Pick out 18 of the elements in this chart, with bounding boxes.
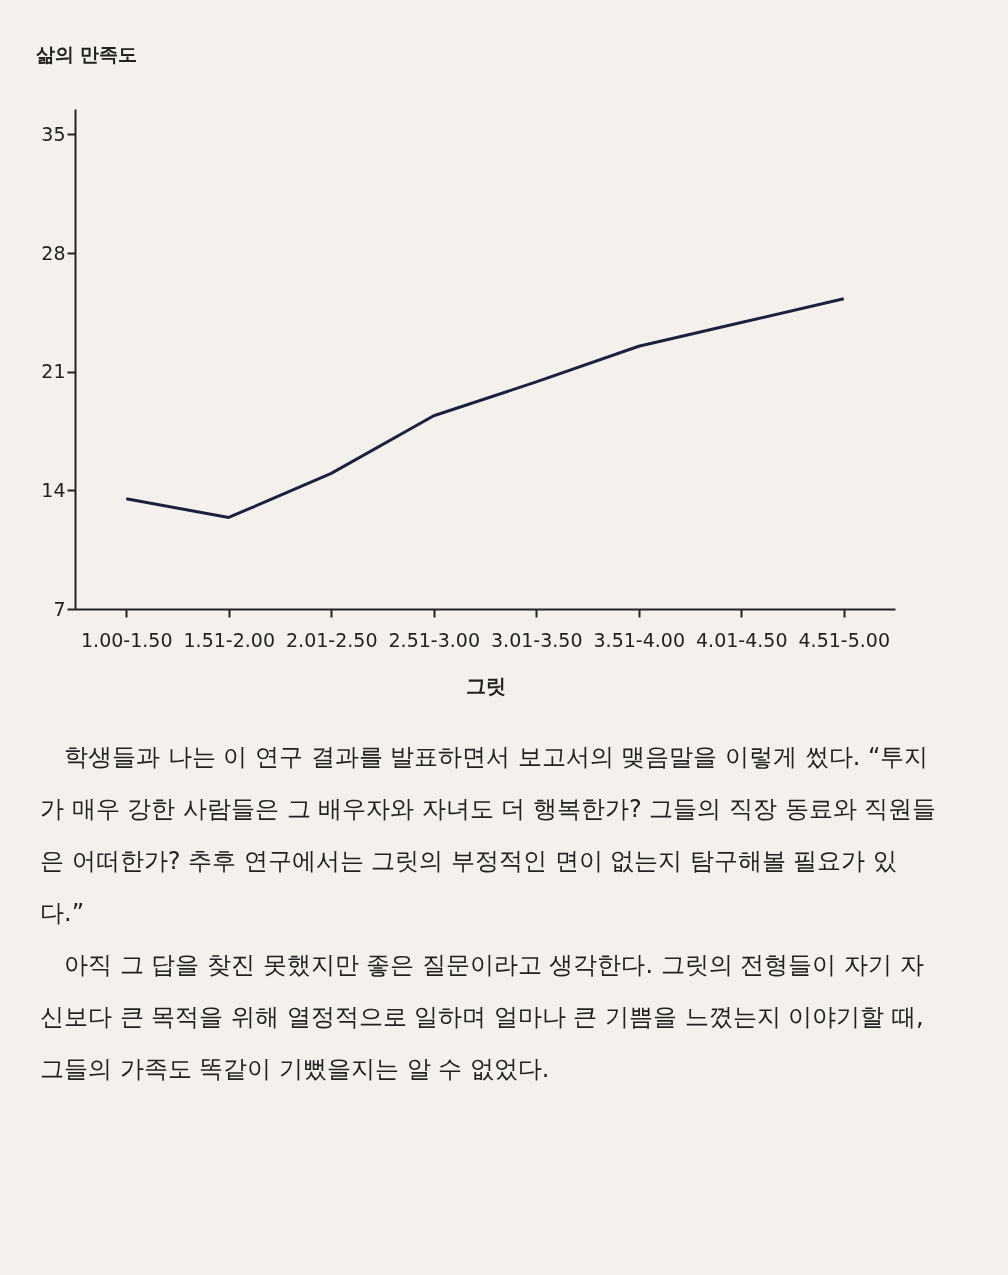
- y-tick-label: 21: [41, 360, 66, 383]
- y-tick-label: 7: [53, 597, 66, 620]
- text: 학생들과 나는 이 연구 결과를 발표하면서 보고서의 맺음말을 이렇게 썼다. “투지가 매우 강한 사람들은 그 배우자와 자녀도 더 행복한가? 그들의 직장 동료와 직원들은 어떠한가? 추후 연구에서는 그릿의 부정적인 면이 없는지 탐구해볼 필요가 있다.”: [40, 742, 938, 929]
- x-tick-label: 2.51-3.00: [388, 628, 480, 651]
- text: 아직 그 답을 찾진 못했지만 좋은 질문이라고 생각한다. 그릿의 전형들이 자기 자신보다 큰 목적을 위해 열정적으로 일하며 얼마나 큰 기쁨을 느꼈는지 이야기할 때, 그들의 가족도 똑같이 기뻤을지는 알 수 없었다.: [40, 950, 925, 1085]
- x-tick-label: 3.01-3.50: [491, 628, 583, 651]
- y-tick-label: 28: [41, 241, 66, 264]
- y-tick-label: 35: [41, 122, 66, 145]
- line-series: [124, 297, 846, 519]
- x-tick-label: 4.01-4.50: [696, 628, 788, 651]
- x-tick-label: 1.00-1.50: [81, 628, 173, 651]
- x-tick-label: 2.01-2.50: [286, 628, 378, 651]
- x-tick-label: 3.51-4.00: [593, 628, 685, 651]
- y-axis-title: 삶의 만족도: [35, 42, 138, 65]
- x-axis-title: 그릿: [465, 673, 506, 698]
- y-tick-label: 14: [41, 478, 66, 501]
- x-tick-label: 1.51-2.00: [183, 628, 275, 651]
- x-tick-label: 4.51-5.00: [798, 628, 890, 651]
